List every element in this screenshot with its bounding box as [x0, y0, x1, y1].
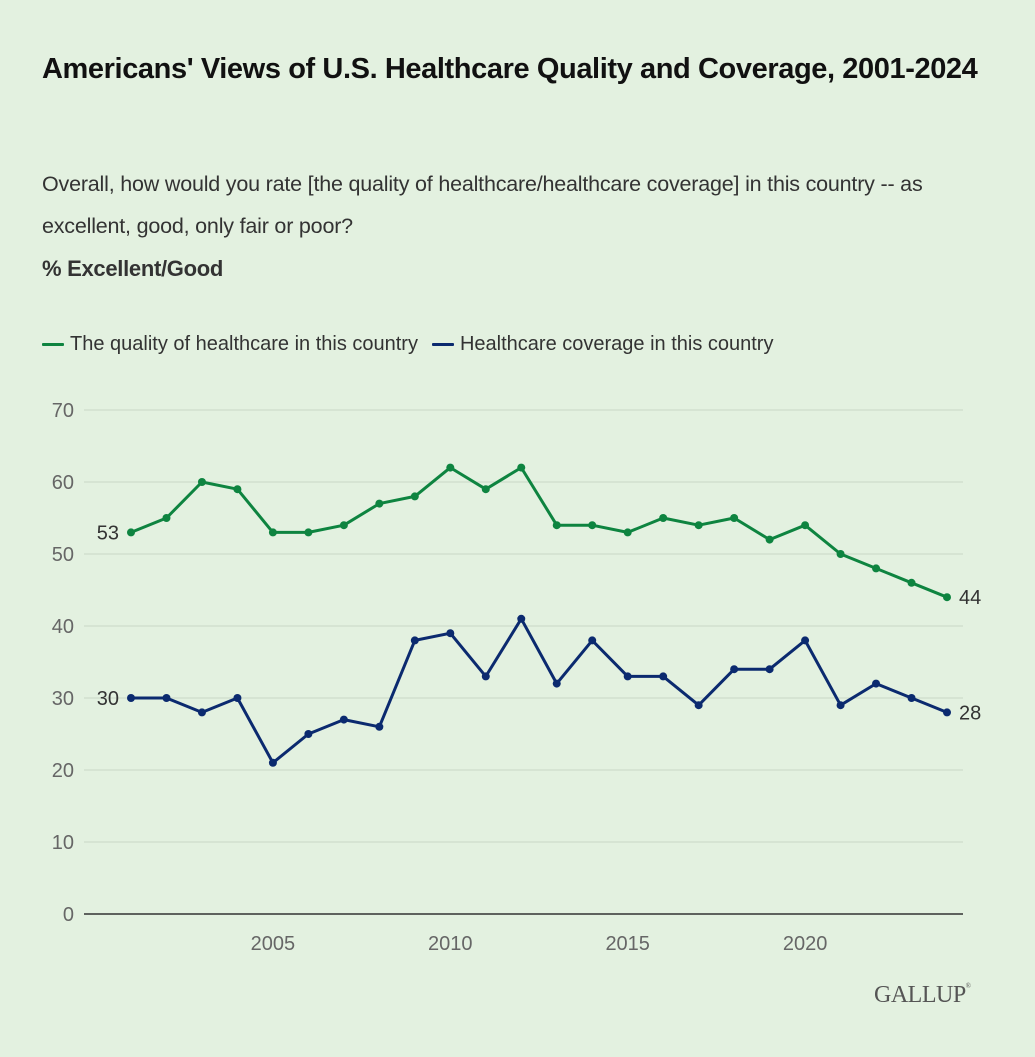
gallup-logo: GALLUP®: [874, 982, 971, 1009]
data-point: [162, 514, 171, 522]
y-tick-label: 70: [52, 400, 74, 422]
data-point: [907, 694, 916, 702]
legend-label-coverage: Healthcare coverage in this country: [459, 333, 774, 355]
data-point: [552, 679, 561, 688]
y-tick-label: 10: [52, 832, 74, 854]
legend-item-coverage: Healthcare coverage in this country: [431, 333, 774, 356]
series-group: [127, 463, 951, 767]
series-coverage: [127, 614, 951, 767]
data-point: [552, 521, 561, 530]
data-point: [694, 701, 703, 710]
end-value-label: 44: [959, 587, 981, 609]
data-point: [162, 694, 171, 702]
legend: The quality of healthcare in this countr…: [42, 333, 787, 356]
data-point: [623, 672, 632, 681]
x-tick-label: 2020: [783, 933, 828, 955]
data-point: [339, 715, 348, 724]
x-tick-label: 2015: [605, 933, 650, 955]
data-point: [801, 521, 810, 530]
x-axis-ticks: 2005 2010 2015 2020: [251, 933, 828, 955]
data-point: [481, 485, 490, 494]
y-tick-label: 40: [52, 616, 74, 638]
unit-label: % Excellent/Good: [42, 256, 224, 281]
series-line: [129, 617, 949, 765]
data-point: [127, 694, 135, 702]
data-point: [197, 478, 206, 486]
y-tick-label: 30: [52, 688, 74, 710]
data-point: [659, 514, 668, 522]
data-point: [127, 528, 135, 537]
series-line: [129, 466, 949, 599]
data-point: [233, 694, 242, 702]
data-point: [694, 521, 703, 530]
y-tick-label: 60: [52, 472, 74, 494]
series-quality: [127, 463, 951, 602]
x-tick-label: 2005: [251, 933, 296, 955]
data-point: [588, 636, 597, 645]
gallup-logo-text: GALLUP: [874, 982, 966, 1008]
gridlines: [84, 409, 963, 915]
data-point: [872, 564, 881, 573]
data-point: [517, 614, 526, 623]
y-tick-label: 20: [52, 760, 74, 782]
start-value-label: 53: [97, 522, 119, 544]
legend-swatch-quality: [42, 343, 64, 346]
y-axis-ticks: 0 10 20 30 40 50 60 70: [52, 400, 74, 926]
legend-item-quality: The quality of healthcare in this countr…: [42, 333, 418, 356]
data-labels: 53 44 30 28: [97, 522, 982, 724]
chart-title: Americans' Views of U.S. Healthcare Qual…: [42, 53, 978, 85]
data-point: [943, 708, 951, 717]
data-point: [943, 593, 951, 602]
data-point: [481, 672, 490, 681]
data-point: [446, 629, 455, 638]
registered-mark: ®: [965, 982, 971, 990]
data-point: [588, 521, 597, 530]
data-point: [765, 665, 774, 674]
data-point: [375, 499, 384, 508]
data-point: [623, 528, 632, 537]
data-point: [268, 758, 277, 767]
data-point: [375, 722, 384, 731]
end-value-label: 28: [959, 702, 981, 724]
data-point: [907, 578, 916, 587]
data-point: [730, 514, 739, 522]
data-point: [197, 708, 206, 717]
legend-label-quality: The quality of healthcare in this countr…: [70, 333, 418, 355]
data-point: [233, 485, 242, 494]
data-point: [836, 550, 845, 558]
x-tick-label: 2010: [428, 933, 473, 955]
data-point: [304, 528, 313, 537]
data-point: [410, 636, 419, 645]
data-point: [765, 535, 774, 544]
data-point: [659, 672, 668, 681]
y-tick-label: 50: [52, 544, 74, 566]
data-point: [304, 730, 313, 738]
legend-swatch-coverage: [431, 343, 454, 346]
data-point: [446, 463, 455, 472]
data-point: [801, 636, 810, 645]
data-point: [872, 679, 881, 688]
data-point: [730, 665, 739, 674]
y-tick-label: 0: [63, 904, 74, 926]
data-point: [268, 528, 277, 537]
data-point: [410, 492, 419, 501]
data-point: [339, 521, 348, 530]
start-value-label: 30: [97, 688, 119, 710]
data-point: [517, 463, 526, 472]
data-point: [836, 701, 845, 710]
chart-subtitle: Overall, how would you rate [the quality…: [42, 172, 923, 238]
